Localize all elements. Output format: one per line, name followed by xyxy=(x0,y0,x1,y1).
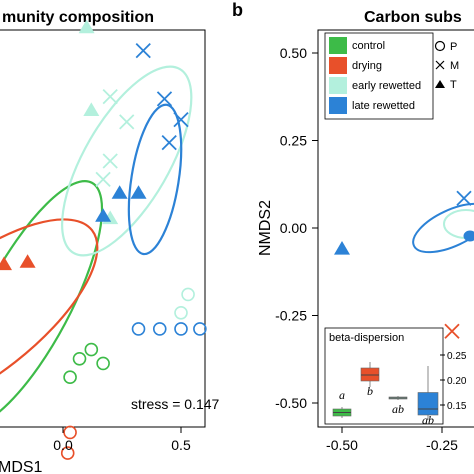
panel-a-point-early-rewetted-2 xyxy=(102,88,118,105)
inset-ytick-2: 0.15 xyxy=(447,401,467,412)
panel-b-xtick-1: -0.25 xyxy=(426,437,458,453)
legend-shape-label-t: T xyxy=(450,79,457,91)
panel-a-point-late-rewetted-8 xyxy=(152,322,167,336)
panel-a-point-early-rewetted-7 xyxy=(181,287,195,302)
panel-a-point-early-rewetted-3 xyxy=(119,114,135,130)
panel-b-title: Carbon subs xyxy=(364,9,462,26)
panel-a-point-late-rewetted-9 xyxy=(174,322,188,336)
panel-a-stress-label: stress = 0.147 xyxy=(131,396,220,412)
panel-a-point-drying-0 xyxy=(19,254,36,268)
panel-b-y-axis: 0.50 0.25 0.00 -0.25 -0.50 xyxy=(275,45,318,411)
panel-b-ellipse-blob xyxy=(463,230,474,242)
panel-a-plot-frame xyxy=(0,29,206,428)
panel-b-ytick-3: -0.25 xyxy=(275,308,307,324)
legend-label-drying: drying xyxy=(352,60,382,72)
inset-ytick-0: 0.25 xyxy=(447,351,467,362)
legend-swatch-late-rewetted xyxy=(329,97,347,114)
panel-a: munity composition stress = 0.147 0.0 0.… xyxy=(0,9,220,474)
legend-swatch-drying xyxy=(329,57,347,74)
panel-b-ellipse-late-rewetted xyxy=(412,202,474,254)
panel-b-ytick-1: 0.25 xyxy=(280,133,307,149)
panel-a-point-late-rewetted-10 xyxy=(193,322,207,336)
panel-b-ytick-4: -0.50 xyxy=(275,395,307,411)
panel-a-point-early-rewetted-8 xyxy=(174,305,188,320)
panel-b: b Carbon subs 0.50 0.25 0.00 -0.25 -0.50 NMD… xyxy=(232,0,474,453)
panel-a-point-drying-1 xyxy=(0,256,12,271)
panel-a-point-late-rewetted-6 xyxy=(95,208,112,222)
panel-b-point-late-rewetted-1 xyxy=(456,190,472,206)
panel-b-point-late-rewetted-0 xyxy=(334,241,350,255)
panel-a-points xyxy=(0,19,207,460)
legend-shape-triangle xyxy=(435,80,445,88)
legend-swatch-early-rewetted xyxy=(329,77,347,94)
panel-b-point-drying-0 xyxy=(444,323,460,339)
panel-a-point-control-0 xyxy=(84,342,99,357)
panel-a-point-late-rewetted-5 xyxy=(130,185,147,199)
panel-a-point-control-1 xyxy=(96,356,110,371)
inset-letter-late-rewetted: ab xyxy=(422,413,434,427)
inset-y-axis: 0.25 0.20 0.15 xyxy=(440,351,467,412)
panel-a-point-late-rewetted-4 xyxy=(111,185,128,199)
panel-a-point-drying-4 xyxy=(63,425,77,440)
panel-b-ytick-0: 0.50 xyxy=(280,45,307,61)
legend-swatch-control xyxy=(329,37,347,54)
panel-a-point-late-rewetted-2 xyxy=(173,111,189,128)
inset-letter-drying: b xyxy=(367,384,373,398)
panel-a-xlabel: MDS1 xyxy=(0,459,43,474)
panel-b-xtick-0: -0.50 xyxy=(326,437,358,453)
panel-a-ellipse-late-rewetted xyxy=(127,103,183,256)
legend-shape-label-p: P xyxy=(450,41,457,53)
panel-a-ellipse-control xyxy=(0,180,104,428)
panel-b-ylabel: NMDS2 xyxy=(257,200,274,256)
legend-shape-label-m: M xyxy=(450,60,459,72)
panel-b-x-axis: -0.50 -0.25 xyxy=(326,427,458,453)
panel-a-point-late-rewetted-0 xyxy=(135,42,151,59)
legend-shape-circle xyxy=(434,40,446,52)
inset-ytick-1: 0.20 xyxy=(447,376,467,387)
panel-a-point-late-rewetted-7 xyxy=(131,322,146,336)
inset-title: beta-dispersion xyxy=(329,332,404,344)
panel-a-xtick-1: 0.5 xyxy=(171,437,191,453)
panel-a-title: munity composition xyxy=(2,9,154,26)
panel-a-point-late-rewetted-3 xyxy=(161,134,177,151)
panel-a-point-late-rewetted-1 xyxy=(156,91,173,107)
legend-label-control: control xyxy=(352,40,385,52)
inset-letter-early-rewetted: ab xyxy=(392,402,404,416)
panel-b-ytick-2: 0.00 xyxy=(280,220,307,236)
panel-a-ellipse-early-rewetted xyxy=(61,65,193,257)
panel-a-point-early-rewetted-5 xyxy=(95,171,111,188)
legend-label-late-rewetted: late rewetted xyxy=(352,100,415,112)
panel-b-letter: b xyxy=(232,0,243,20)
legend-shape-cross xyxy=(435,60,445,70)
panel-a-ellipse-drying xyxy=(0,218,99,417)
panel-b-legend: control drying early rewetted late rewet… xyxy=(324,32,459,120)
panel-a-xtick-0: 0.0 xyxy=(53,437,73,453)
inset-box-late-rewetted xyxy=(417,392,439,416)
inset-letter-control: a xyxy=(339,388,345,402)
panel-a-ellipses xyxy=(0,65,193,428)
panel-b-points xyxy=(334,190,472,339)
legend-label-early-rewetted: early rewetted xyxy=(352,80,421,92)
panel-a-point-control-3 xyxy=(63,370,77,385)
panel-a-point-early-rewetted-1 xyxy=(83,102,100,116)
panel-a-point-control-2 xyxy=(72,351,87,366)
panel-a-point-drying-5 xyxy=(60,446,75,460)
panel-a-point-early-rewetted-4 xyxy=(102,153,118,169)
panel-a-point-early-rewetted-0 xyxy=(78,19,95,34)
